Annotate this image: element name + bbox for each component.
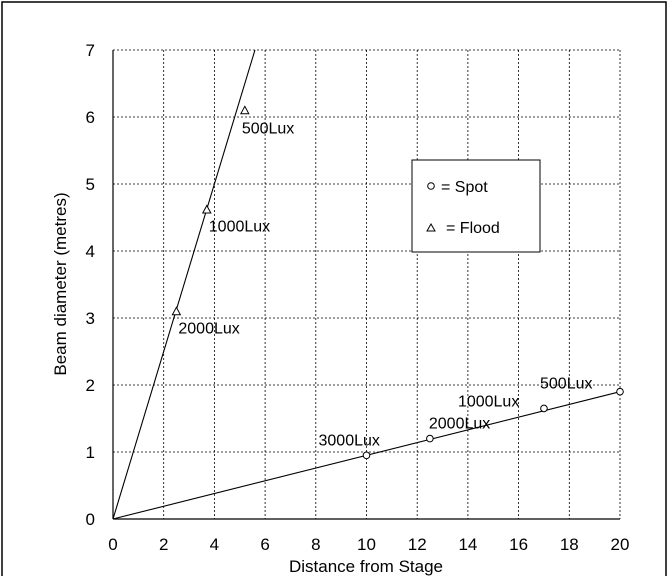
legend-flood-marker bbox=[426, 222, 436, 232]
x-tick-label: 2 bbox=[159, 535, 168, 554]
point-labels: 2000Lux 1000Lux 500Lux 3000Lux 2000Lux 1000Lu… bbox=[178, 120, 592, 449]
y-tick-label: 0 bbox=[86, 510, 95, 529]
flood-point bbox=[201, 204, 212, 214]
point-label: 500Lux bbox=[242, 120, 295, 137]
flood-point bbox=[239, 105, 250, 115]
legend: = Spot = Flood bbox=[411, 159, 541, 253]
y-tick-label: 6 bbox=[86, 108, 95, 127]
x-tick-label: 0 bbox=[108, 535, 117, 554]
x-tick-label: 10 bbox=[357, 535, 376, 554]
point-label: 1000Lux bbox=[458, 393, 519, 410]
x-axis-title: Distance from Stage bbox=[289, 557, 443, 576]
x-tick-label: 16 bbox=[509, 535, 528, 554]
x-tick-label: 14 bbox=[458, 535, 477, 554]
x-tick-label: 8 bbox=[311, 535, 320, 554]
point-label: 2000Lux bbox=[178, 320, 239, 337]
grid bbox=[113, 49, 621, 519]
x-tick-label: 18 bbox=[560, 535, 579, 554]
point-label: 500Lux bbox=[540, 376, 593, 393]
series-line-flood bbox=[112, 49, 256, 520]
spot-point bbox=[540, 404, 548, 413]
point-label: 3000Lux bbox=[319, 432, 380, 449]
legend-box bbox=[411, 159, 541, 253]
point-label: 1000Lux bbox=[209, 218, 270, 235]
y-tick-label: 5 bbox=[86, 175, 95, 194]
y-tick-label: 1 bbox=[86, 443, 95, 462]
x-tick-label: 4 bbox=[210, 535, 219, 554]
y-axis-title: Beam diameter (metres) bbox=[51, 192, 70, 375]
spot-point bbox=[426, 434, 434, 443]
spot-point bbox=[616, 387, 624, 396]
flood-point bbox=[171, 306, 182, 316]
legend-spot-label: = Spot bbox=[441, 179, 488, 196]
y-tick-label: 3 bbox=[86, 309, 95, 328]
y-tick-label: 7 bbox=[86, 41, 95, 60]
spot-point bbox=[362, 451, 371, 460]
axes bbox=[112, 50, 620, 520]
legend-spot-marker bbox=[427, 182, 435, 190]
y-tick-label: 4 bbox=[86, 242, 95, 261]
x-tick-label: 12 bbox=[408, 535, 427, 554]
x-tick-label: 6 bbox=[260, 535, 269, 554]
legend-flood-label: = Flood bbox=[446, 220, 500, 237]
series bbox=[112, 49, 624, 520]
x-tick-label: 20 bbox=[611, 535, 630, 554]
y-tick-label: 2 bbox=[86, 376, 95, 395]
point-label: 2000Lux bbox=[429, 416, 490, 433]
